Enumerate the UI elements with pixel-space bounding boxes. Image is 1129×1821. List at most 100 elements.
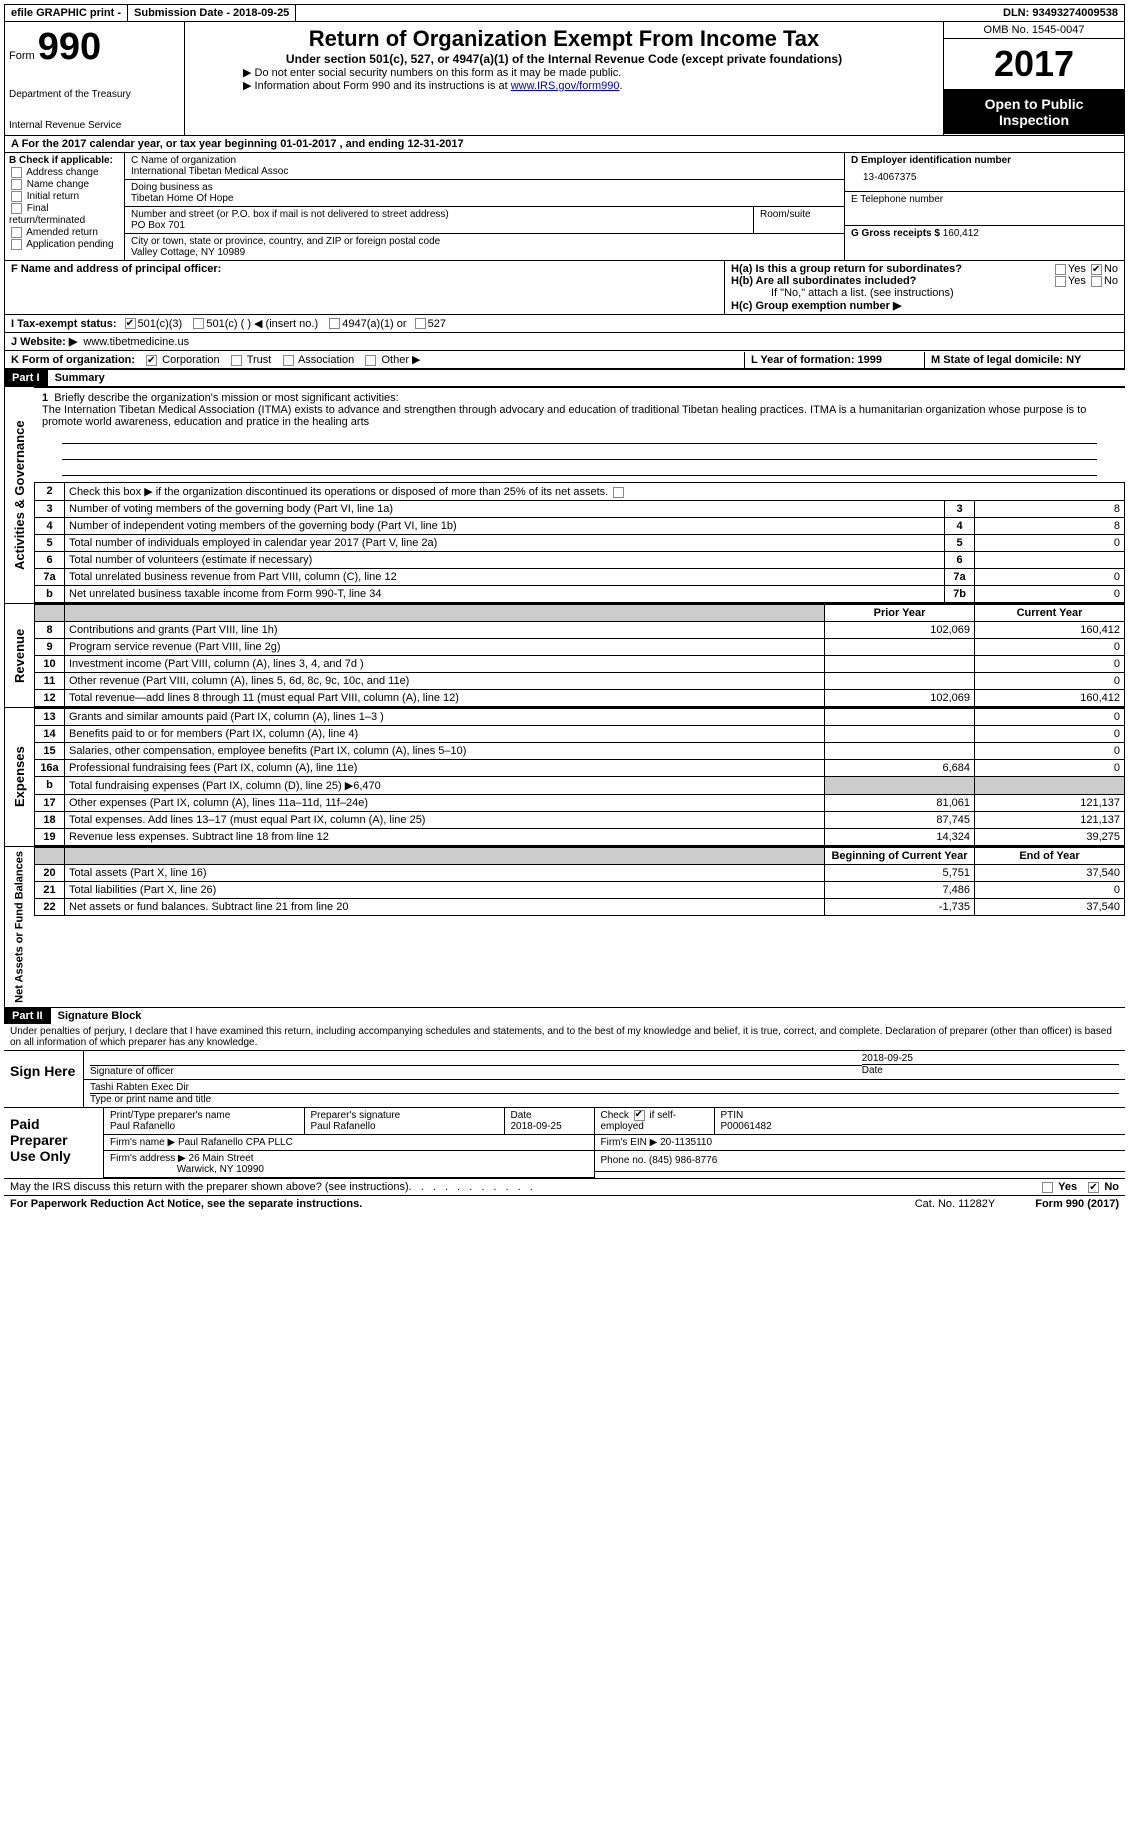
chk-other[interactable]	[365, 355, 376, 366]
line2: Check this box ▶ if the organization dis…	[69, 486, 608, 498]
chk-application-pending[interactable]: Application pending	[9, 239, 120, 250]
submission-date: Submission Date - 2018-09-25	[128, 5, 296, 21]
col-current: Current Year	[975, 605, 1125, 622]
preparer-date: 2018-09-25	[511, 1121, 562, 1132]
chk-assoc[interactable]	[283, 355, 294, 366]
line-m: M State of legal domicile: NY	[924, 352, 1124, 368]
chk-name-change[interactable]: Name change	[9, 179, 120, 190]
firm-name: Paul Rafanello CPA PLLC	[178, 1137, 293, 1148]
firm-addr2: Warwick, NY 10990	[177, 1164, 264, 1175]
ha-no[interactable]	[1091, 264, 1102, 275]
dln: DLN: 93493274009538	[997, 5, 1124, 21]
h-b: H(b) Are all subordinates included?	[731, 275, 916, 287]
chk-corp[interactable]	[146, 355, 157, 366]
discuss-no[interactable]	[1088, 1182, 1099, 1193]
part1-title: Summary	[51, 372, 105, 384]
line21: Total liabilities (Part X, line 26)	[65, 882, 825, 899]
paperwork-notice: For Paperwork Reduction Act Notice, see …	[10, 1198, 362, 1210]
room-suite-label: Room/suite	[754, 207, 844, 233]
col-boy: Beginning of Current Year	[825, 848, 975, 865]
mission-lead: Briefly describe the organization's miss…	[54, 392, 398, 404]
chk-discontinued[interactable]	[613, 487, 624, 498]
chk-4947[interactable]	[329, 318, 340, 329]
val7b: 0	[975, 586, 1125, 603]
dept-irs: Internal Revenue Service	[9, 120, 180, 131]
officer-sig-label: Signature of officer	[90, 1065, 862, 1077]
line19: Revenue less expenses. Subtract line 18 …	[65, 829, 825, 846]
firm-addr1: 26 Main Street	[189, 1153, 254, 1164]
chk-501c3[interactable]	[125, 318, 136, 329]
chk-initial-return[interactable]: Initial return	[9, 191, 120, 202]
line-i-label: I Tax-exempt status:	[11, 318, 117, 330]
hb-yes[interactable]	[1055, 276, 1066, 287]
line17: Other expenses (Part IX, column (A), lin…	[65, 795, 825, 812]
ha-yes[interactable]	[1055, 264, 1066, 275]
col-b-checklist: B Check if applicable: Address change Na…	[5, 153, 125, 260]
chk-trust[interactable]	[231, 355, 242, 366]
chk-address-change[interactable]: Address change	[9, 167, 120, 178]
line-l: L Year of formation: 1999	[744, 352, 924, 368]
street: PO Box 701	[131, 220, 747, 231]
firm-ein: 20-1135110	[660, 1137, 712, 1148]
line7a: Total unrelated business revenue from Pa…	[65, 569, 945, 586]
discuss-yes[interactable]	[1042, 1182, 1053, 1193]
line22: Net assets or fund balances. Subtract li…	[65, 899, 825, 916]
ein-label: D Employer identification number	[851, 155, 1118, 166]
phone-label: E Telephone number	[851, 194, 1118, 205]
website: www.tibetmedicine.us	[83, 336, 189, 348]
street-label: Number and street (or P.O. box if mail i…	[131, 209, 747, 220]
may-discuss: May the IRS discuss this return with the…	[10, 1181, 409, 1193]
city: Valley Cottage, NY 10989	[131, 247, 838, 258]
val6	[975, 552, 1125, 569]
val5: 0	[975, 535, 1125, 552]
h-c: H(c) Group exemption number ▶	[731, 299, 1118, 312]
cat-no: Cat. No. 11282Y	[915, 1198, 996, 1210]
line16a: Professional fundraising fees (Part IX, …	[65, 760, 825, 777]
tax-year: 2017	[944, 39, 1124, 90]
city-label: City or town, state or province, country…	[131, 236, 838, 247]
line-a: A For the 2017 calendar year, or tax yea…	[5, 136, 1124, 152]
chk-final-return[interactable]: Final return/terminated	[9, 203, 120, 225]
form-footer: Form 990 (2017)	[1035, 1198, 1119, 1210]
side-revenue: Revenue	[4, 604, 34, 707]
line14: Benefits paid to or for members (Part IX…	[65, 726, 825, 743]
irs-link[interactable]: www.IRS.gov/form990	[511, 80, 620, 92]
gross-receipts-label: G Gross receipts $	[851, 228, 940, 239]
chk-self-employed[interactable]	[634, 1110, 645, 1121]
sign-here-label: Sign Here	[4, 1051, 84, 1107]
part2-title: Signature Block	[54, 1010, 142, 1022]
side-expenses: Expenses	[4, 708, 34, 846]
line12: Total revenue—add lines 8 through 11 (mu…	[65, 690, 825, 707]
line8: Contributions and grants (Part VIII, lin…	[65, 622, 825, 639]
sig-date-label: Date	[862, 1064, 1119, 1076]
identity-section: A For the 2017 calendar year, or tax yea…	[4, 136, 1125, 369]
line18: Total expenses. Add lines 13–17 (must eq…	[65, 812, 825, 829]
mission-text: The Internation Tibetan Medical Associat…	[42, 404, 1086, 428]
chk-amended-return[interactable]: Amended return	[9, 227, 120, 238]
line13: Grants and similar amounts paid (Part IX…	[65, 709, 825, 726]
hb-no[interactable]	[1091, 276, 1102, 287]
part2-hdr: Part II	[4, 1008, 51, 1024]
h-a: H(a) Is this a group return for subordin…	[731, 263, 962, 275]
form-title: Return of Organization Exempt From Incom…	[193, 26, 935, 52]
firm-phone: (845) 986-8776	[649, 1155, 717, 1166]
h-no-note: If "No," attach a list. (see instruction…	[731, 287, 1118, 299]
line5: Total number of individuals employed in …	[65, 535, 945, 552]
line6: Total number of volunteers (estimate if …	[65, 552, 945, 569]
line15: Salaries, other compensation, employee b…	[65, 743, 825, 760]
sig-date: 2018-09-25	[862, 1053, 913, 1064]
chk-527[interactable]	[415, 318, 426, 329]
omb-number: OMB No. 1545-0047	[944, 22, 1124, 39]
val3: 8	[975, 501, 1125, 518]
line9: Program service revenue (Part VIII, line…	[65, 639, 825, 656]
info-line: ▶ Information about Form 990 and its ins…	[193, 79, 935, 92]
line7b: Net unrelated business taxable income fr…	[65, 586, 945, 603]
col-eoy: End of Year	[975, 848, 1125, 865]
chk-501c[interactable]	[193, 318, 204, 329]
form-number: 990	[38, 26, 101, 68]
col-prior: Prior Year	[825, 605, 975, 622]
side-governance: Activities & Governance	[4, 387, 34, 603]
paid-preparer-label: Paid Preparer Use Only	[4, 1108, 104, 1178]
preparer-name: Paul Rafanello	[110, 1121, 175, 1132]
dba-name: Tibetan Home Of Hope	[131, 193, 838, 204]
